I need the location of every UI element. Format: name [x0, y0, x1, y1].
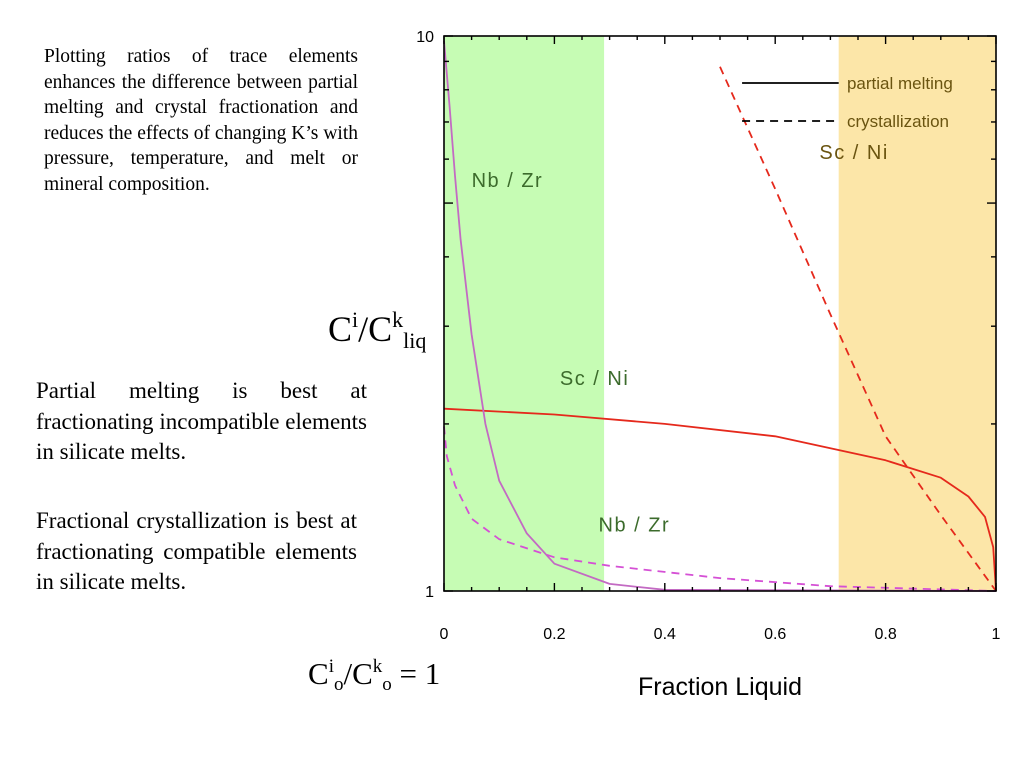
x-tick-label: 1: [992, 626, 1001, 643]
annotation-1: Sc / Ni: [560, 368, 629, 390]
baseline-slash: /C: [343, 656, 373, 691]
annotation-0: Nb / Zr: [472, 170, 544, 192]
axis-ticks: [443, 35, 997, 592]
y-tick-label: 1: [425, 584, 434, 601]
baseline-sup-i: i: [328, 656, 334, 677]
x-tick-label: 0.8: [874, 626, 896, 643]
baseline-sup-k: k: [372, 656, 383, 677]
series-group: [443, 40, 997, 592]
y-label-sup-i: i: [352, 307, 359, 332]
y-axis-label: Ci/Ckliq: [328, 307, 427, 353]
y-label-sup-k: k: [392, 307, 404, 332]
y-label-sub-liq: liq: [403, 328, 427, 353]
annotation-2: Nb / Zr: [599, 514, 671, 536]
annotation-3: Sc / Ni: [819, 142, 888, 164]
baseline-label: Cio/Cko = 1: [308, 656, 441, 695]
y-tick-label: 10: [416, 29, 434, 46]
x-tick-label: 0.6: [764, 626, 786, 643]
x-axis-title: Fraction Liquid: [638, 673, 802, 701]
legend-label-dashed: crystallization: [847, 112, 949, 131]
partial-melting-paragraph: Partial melting is best at fractionating…: [36, 378, 367, 464]
crystallization-paragraph: Fractional crystallization is best at fr…: [36, 508, 357, 594]
series-line-0: [443, 407, 997, 592]
series-line-3: [443, 426, 997, 592]
y-label-c: C: [328, 309, 353, 349]
series-line-1: [443, 40, 997, 592]
baseline-sub-o2: o: [382, 674, 392, 695]
legend-label-solid: partial melting: [847, 74, 953, 93]
y-label-slash: /C: [358, 309, 393, 349]
x-tick-label: 0.2: [543, 626, 565, 643]
shaded-region-0: [444, 36, 605, 591]
x-tick-label: 0.4: [654, 626, 676, 643]
x-tick-label: 0: [440, 626, 449, 643]
baseline-c1: C: [308, 656, 329, 691]
intro-paragraph: Plotting ratios of trace elements enhanc…: [44, 46, 358, 195]
legend: partial melting crystallization: [742, 74, 953, 131]
baseline-sub-o1: o: [333, 674, 344, 695]
series-line-2: [719, 66, 997, 592]
baseline-equals: = 1: [391, 656, 441, 691]
